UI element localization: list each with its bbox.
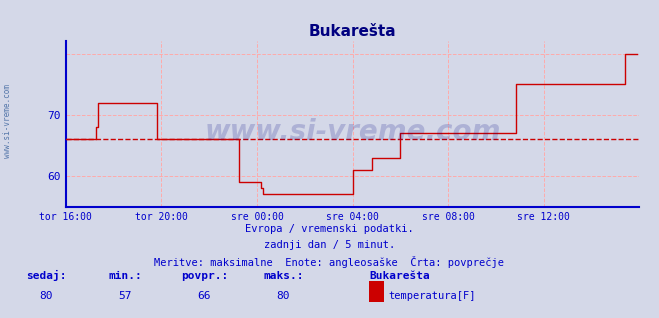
Text: www.si-vreme.com: www.si-vreme.com — [204, 118, 501, 146]
Text: zadnji dan / 5 minut.: zadnji dan / 5 minut. — [264, 240, 395, 250]
Text: sedaj:: sedaj: — [26, 270, 67, 281]
Text: povpr.:: povpr.: — [181, 272, 228, 281]
Text: 80: 80 — [277, 291, 290, 301]
Text: Meritve: maksimalne  Enote: angleosaške  Črta: povprečje: Meritve: maksimalne Enote: angleosaške Č… — [154, 256, 505, 268]
Text: maks.:: maks.: — [263, 272, 304, 281]
Text: 80: 80 — [40, 291, 53, 301]
Title: Bukarešta: Bukarešta — [309, 24, 396, 39]
Text: Evropa / vremenski podatki.: Evropa / vremenski podatki. — [245, 224, 414, 234]
Text: min.:: min.: — [108, 272, 142, 281]
Text: 57: 57 — [119, 291, 132, 301]
Text: Bukarešta: Bukarešta — [369, 272, 430, 281]
Text: 66: 66 — [198, 291, 211, 301]
Text: www.si-vreme.com: www.si-vreme.com — [3, 84, 13, 158]
Text: temperatura[F]: temperatura[F] — [389, 291, 476, 301]
